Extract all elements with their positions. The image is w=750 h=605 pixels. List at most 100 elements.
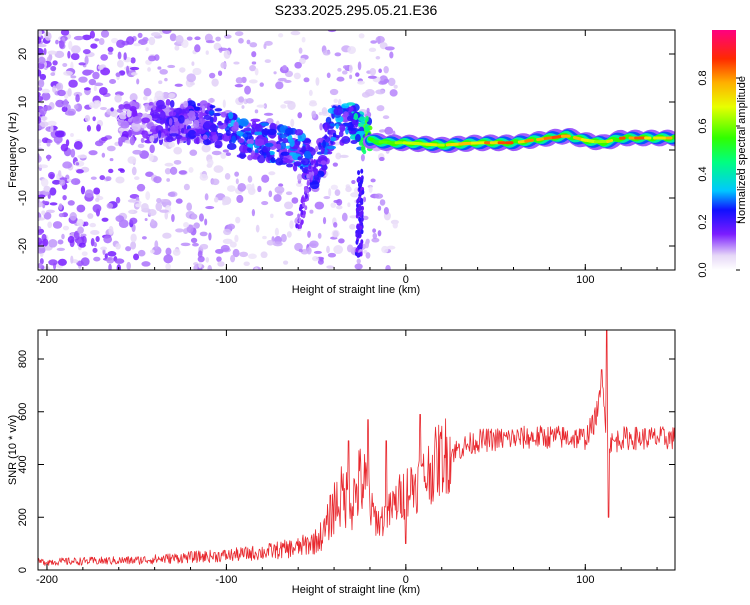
spectrogram-noise-cell (381, 246, 388, 253)
spectrogram-noise-cell (98, 65, 104, 70)
spectrogram-noise-cell (363, 197, 366, 203)
spectrogram-noise-cell (268, 171, 275, 175)
spectrogram-noise-cell (92, 116, 95, 121)
colorbar: 0.00.20.40.60.8 Normalized spectral ampl… (697, 30, 748, 278)
spectrogram-noise-cell (319, 123, 323, 130)
spectrogram-noise-cell (55, 40, 59, 45)
spectrogram-noise-cell (336, 199, 342, 206)
spectrogram-streak-cell (360, 180, 363, 185)
spectrogram-noise-cell (58, 259, 67, 266)
spectrogram-noise-cell (284, 202, 293, 210)
spectrogram-streak-cell (308, 165, 311, 170)
spectrogram-ridge-cell (170, 100, 175, 108)
spectrogram-noise-cell (87, 125, 91, 132)
spectrogram-noise-cell (278, 33, 283, 37)
spectrogram-noise-cell (201, 144, 210, 152)
spectrogram-noise-cell (168, 93, 175, 98)
snr-frame (38, 330, 675, 570)
spectrogram-ridge-cell (354, 113, 358, 120)
spectrogram-noise-cell (389, 52, 393, 59)
spectrogram-noise-cell (43, 186, 50, 192)
spectrogram-noise-cell (189, 167, 194, 173)
spectrogram-noise-cell (52, 60, 57, 65)
spectrogram-noise-cell (361, 154, 365, 161)
spectrogram-streak-cell (311, 160, 314, 165)
spectrogram-noise-cell (89, 223, 96, 227)
spectrogram-ridge-cell (321, 160, 327, 165)
spectrogram-ridge-cell (203, 139, 211, 145)
spectrogram-ridge-cell (276, 144, 281, 150)
spectrogram-noise-cell (108, 169, 113, 173)
spectrogram-noise-cell (174, 160, 182, 165)
spectrogram-noise-cell (237, 183, 246, 192)
spectrogram-noise-cell (211, 179, 219, 186)
spectrogram-noise-cell (187, 36, 193, 40)
spectrogram-noise-cell (175, 35, 183, 44)
spectrogram-noise-cell (284, 80, 291, 83)
spectrogram-noise-cell (302, 37, 306, 43)
spectrogram-noise-cell (40, 74, 46, 80)
spectrogram-streak-cell (361, 229, 364, 234)
spectrogram-noise-cell (67, 51, 70, 59)
spectrogram-noise-cell (100, 107, 107, 110)
spectrogram-xtick-label: 100 (576, 274, 594, 286)
spectrogram-ridge-cell (244, 127, 252, 131)
spectrogram-noise-cell (71, 53, 80, 60)
spectrogram-noise-cell (127, 156, 136, 164)
spectrogram-noise-cell (158, 80, 162, 84)
spectrogram-noise-cell (150, 249, 155, 253)
spectrogram-noise-cell (116, 40, 125, 48)
spectrogram-noise-cell (273, 194, 281, 202)
spectrogram-noise-cell (233, 62, 239, 65)
spectrogram-noise-cell (132, 167, 137, 176)
spectrogram-noise-cell (70, 256, 73, 264)
spectrogram-streak-cell (359, 213, 362, 218)
spectrogram-noise-cell (94, 242, 97, 247)
spectrogram-ridge-cell (169, 118, 173, 126)
spectrogram-noise-cell (129, 210, 134, 214)
spectrogram-noise-cell (47, 221, 52, 228)
spectrogram-noise-cell (209, 73, 215, 79)
spectrogram-noise-cell (145, 191, 150, 200)
spectrogram-noise-cell (50, 125, 53, 132)
spectrogram-noise-cell (375, 193, 384, 198)
snr-ytick-label: 800 (17, 350, 29, 368)
spectrogram-noise-cell (159, 210, 169, 213)
spectrogram-ridge-cell (231, 126, 238, 131)
spectrogram-xtick-label: -100 (215, 274, 237, 286)
spectrogram-noise-cell (372, 228, 376, 233)
spectrogram-noise-cell (166, 178, 170, 182)
spectrogram-noise-cell (370, 179, 375, 183)
spectrogram-noise-cell (230, 255, 235, 262)
spectrogram-noise-cell (262, 236, 267, 239)
spectrogram-streak-cell (302, 202, 305, 207)
spectrogram-noise-cell (206, 257, 209, 263)
spectrogram-noise-cell (38, 57, 46, 64)
spectrogram-noise-cell (365, 89, 375, 96)
spectrogram-ridge-cell (254, 131, 262, 135)
spectrogram-noise-cell (235, 84, 243, 87)
spectrogram-ridge-cell (295, 129, 304, 135)
spectrogram-noise-cell (38, 263, 42, 269)
spectrogram-noise-cell (378, 206, 381, 211)
colorbar-tick-label: 0.2 (697, 214, 709, 229)
spectrogram-ridge-cell (333, 107, 343, 115)
spectrogram-noise-cell (333, 231, 338, 238)
spectrogram-noise-cell (390, 89, 398, 97)
spectrogram-ridge-cell (286, 163, 293, 167)
spectrogram-noise-cell (131, 57, 136, 63)
spectrogram-noise-cell (70, 75, 76, 78)
spectrogram-noise-cell (42, 239, 48, 247)
spectrogram-noise-cell (151, 32, 161, 36)
spectrogram-noise-cell (165, 163, 174, 167)
spectrogram-noise-cell (309, 240, 319, 248)
spectrogram-noise-cell (48, 239, 57, 248)
spectrogram-ridge-cell (178, 115, 185, 124)
spectrogram-noise-cell (312, 256, 319, 261)
spectrogram-noise-cell (251, 51, 256, 57)
spectrogram-noise-cell (173, 249, 181, 256)
spectrogram-noise-cell (174, 45, 179, 50)
spectrogram-ridge-cell (149, 135, 154, 142)
